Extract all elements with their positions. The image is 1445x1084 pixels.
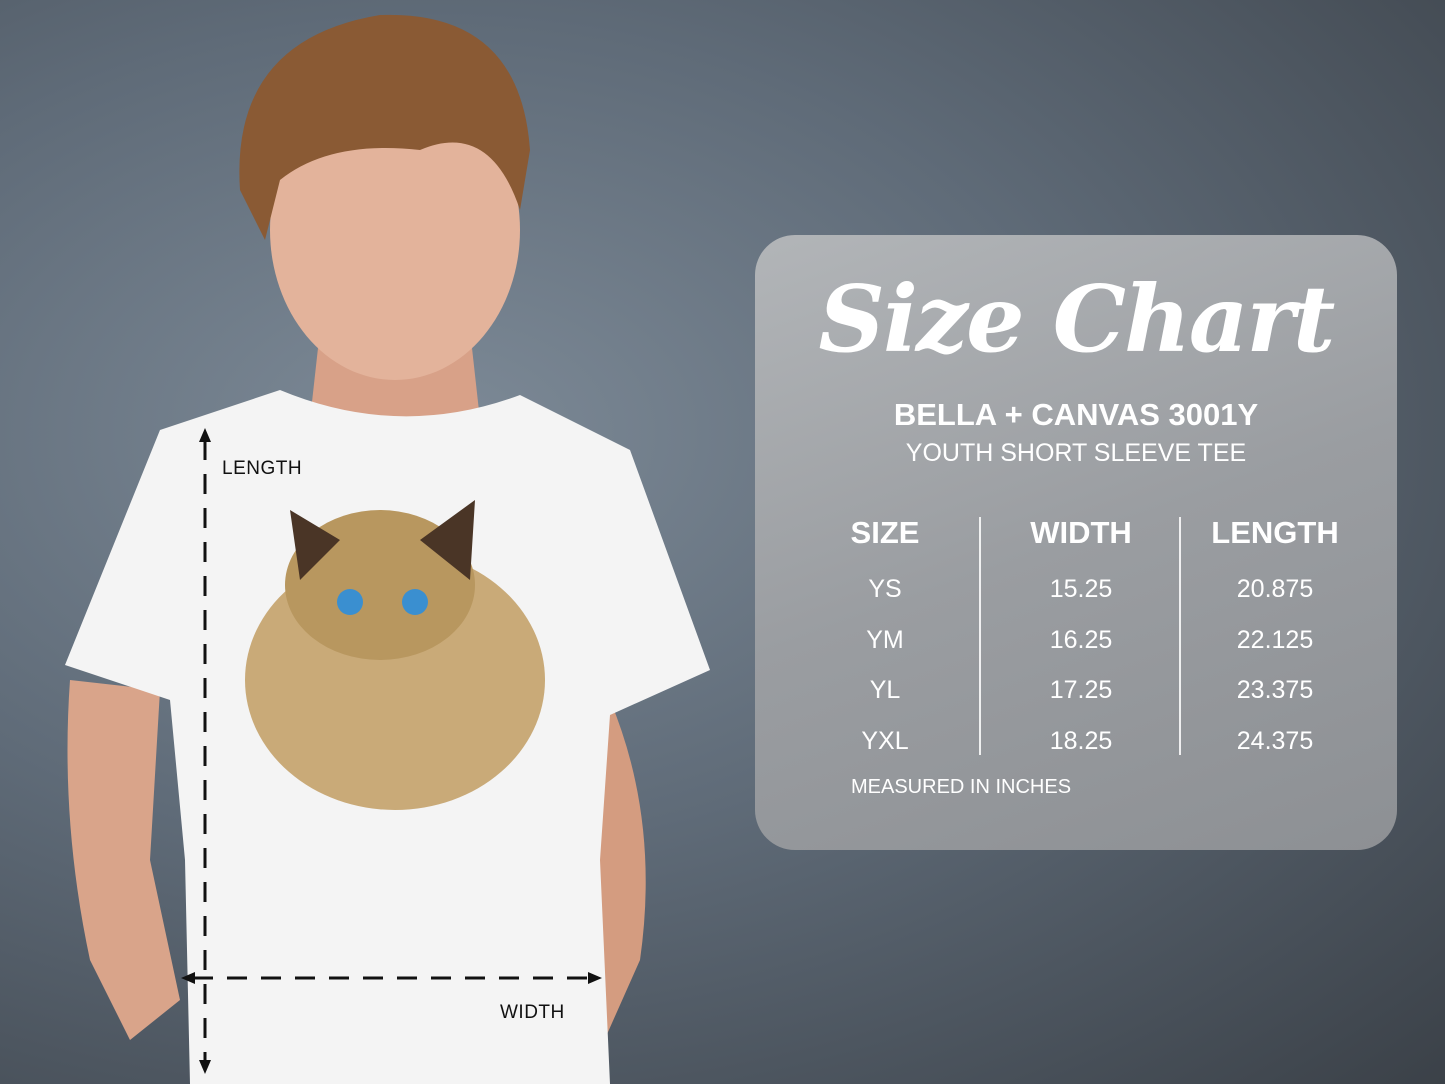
width-cell: 16.25 bbox=[1049, 625, 1113, 654]
size-cell: YL bbox=[869, 676, 901, 704]
length-cell: 23.375 bbox=[1236, 676, 1314, 704]
length-label: LENGTH bbox=[222, 458, 303, 479]
measurement-note: MEASURED IN INCHES bbox=[851, 776, 1072, 798]
width-cell: 17.25 bbox=[1049, 676, 1113, 704]
width-label: WIDTH bbox=[500, 1002, 565, 1023]
length-cell: 22.125 bbox=[1236, 625, 1314, 654]
arm-left bbox=[67, 680, 180, 1040]
length-cell: 24.375 bbox=[1236, 726, 1314, 755]
width-cell: 15.25 bbox=[1049, 575, 1113, 603]
column-divider bbox=[1179, 517, 1181, 755]
cat-eye-right bbox=[402, 589, 428, 615]
length-cell: 20.875 bbox=[1236, 575, 1314, 603]
size-cell: YM bbox=[866, 625, 904, 654]
size-cell: YXL bbox=[861, 726, 909, 755]
column-divider bbox=[979, 517, 981, 755]
cat-eye-left bbox=[337, 589, 363, 615]
size-column: SIZE YS YM YL YXL bbox=[785, 515, 985, 777]
length-arrow bbox=[199, 428, 211, 1074]
cat-ears bbox=[290, 500, 475, 580]
column-header: LENGTH bbox=[1211, 515, 1339, 550]
product-subtitle: YOUTH SHORT SLEEVE TEE bbox=[905, 439, 1247, 467]
width-cell: 18.25 bbox=[1049, 726, 1113, 755]
face bbox=[270, 80, 520, 380]
length-column: LENGTH 20.875 22.125 23.375 24.375 bbox=[1175, 515, 1375, 777]
width-column: WIDTH 15.25 16.25 17.25 18.25 bbox=[981, 515, 1181, 777]
brand-model: BELLA + CANVAS 3001Y bbox=[893, 397, 1259, 432]
size-chart-title: Size Chart bbox=[818, 265, 1336, 373]
size-chart-card: Size Chart BELLA + CANVAS 3001Y YOUTH SH… bbox=[755, 235, 1397, 850]
column-header: SIZE bbox=[850, 515, 920, 550]
hair bbox=[239, 14, 530, 240]
size-cell: YS bbox=[868, 575, 902, 603]
column-header: WIDTH bbox=[1030, 515, 1132, 550]
